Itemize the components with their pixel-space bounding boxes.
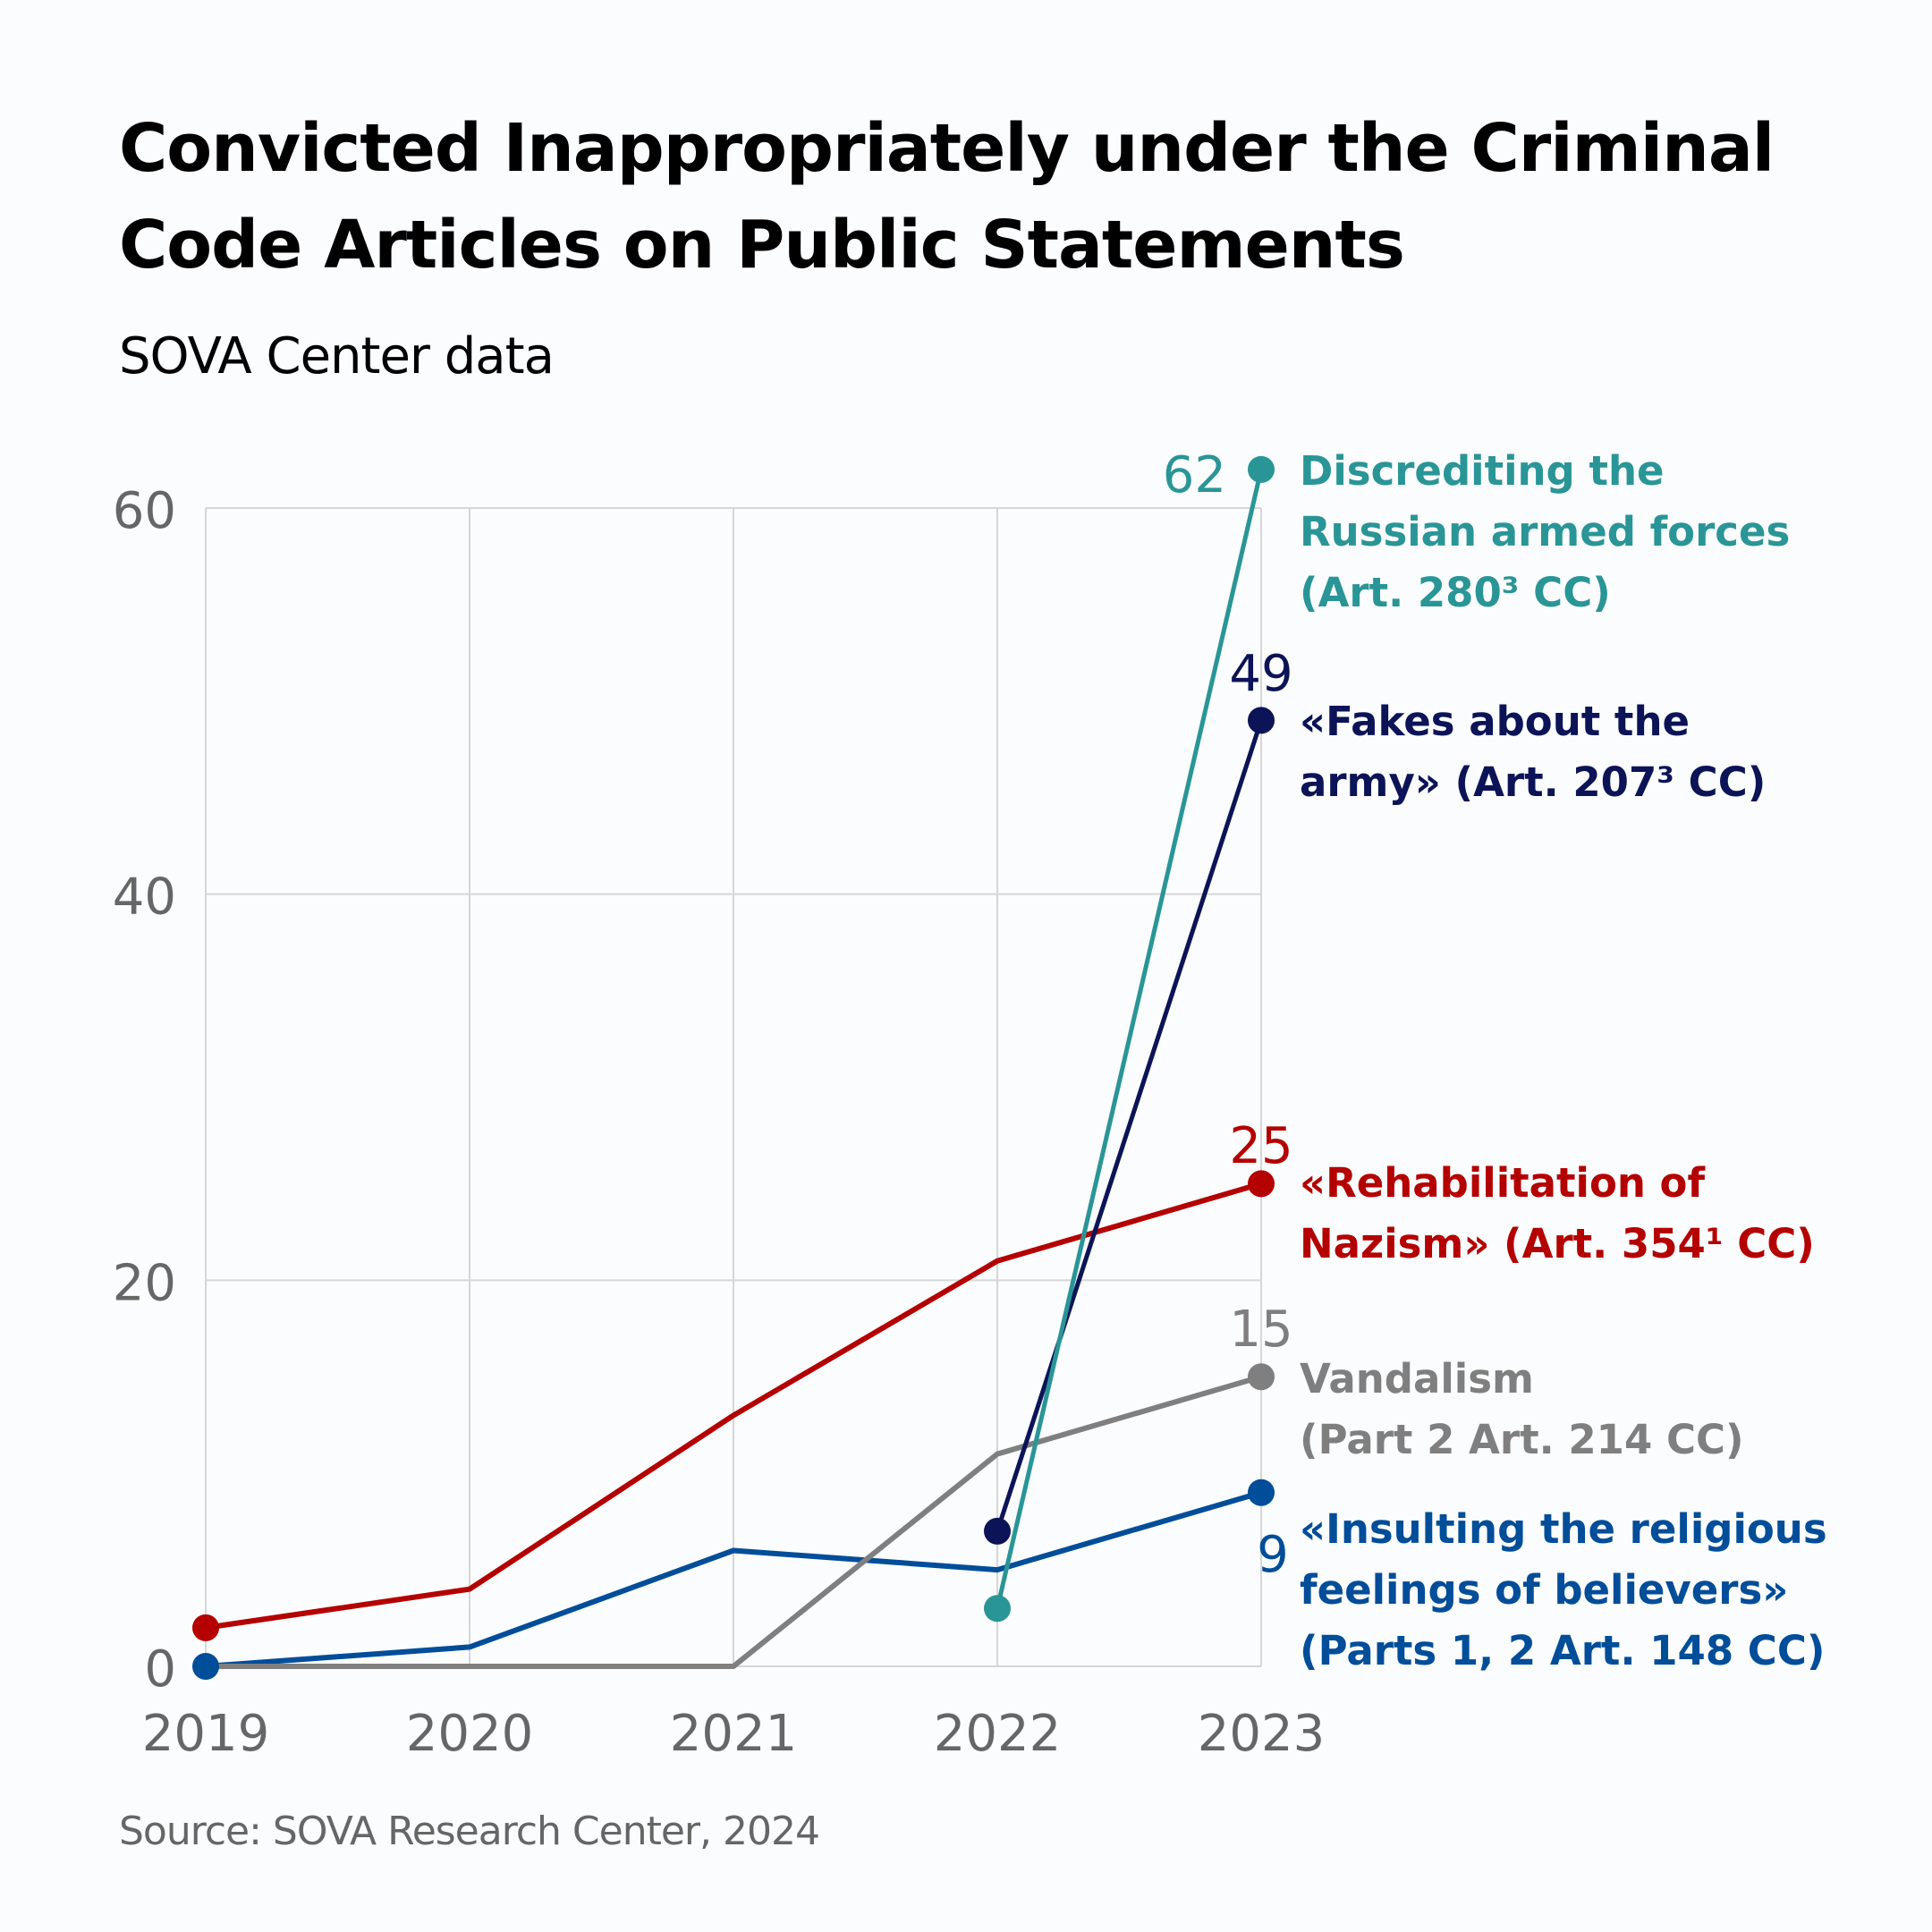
series-label-line: Discrediting the <box>1300 447 1665 495</box>
series-label-line: «Fakes about the <box>1300 698 1690 745</box>
series-label-line: (Part 2 Art. 214 CC) <box>1300 1416 1744 1463</box>
value-label-fakes: 49 <box>1229 645 1292 703</box>
marker-vandal-2023 <box>1248 1363 1275 1391</box>
chart-subtitle: SOVA Center data <box>119 327 555 386</box>
y-tick-label-40: 40 <box>113 869 176 927</box>
x-tick-label-2019: 2019 <box>142 1705 270 1763</box>
marker-insult-2023 <box>1248 1479 1275 1506</box>
series-label-line: (Art. 280³ CC) <box>1300 569 1611 616</box>
series-lines <box>203 467 1264 1669</box>
series-label-line: «Insulting the religious <box>1300 1505 1827 1553</box>
series-label-line: army» (Art. 207³ CC) <box>1300 758 1766 806</box>
marker-discredit-2022 <box>984 1595 1011 1623</box>
x-axis-ticks: 2019 2020 2021 2022 2023 <box>142 1705 1326 1763</box>
series-label-line: feelings of believers» <box>1300 1566 1788 1614</box>
x-tick-label-2023: 2023 <box>1198 1705 1326 1763</box>
chart-title: Convicted Inappropriately under the Crim… <box>119 100 1775 293</box>
value-label-discredit: 62 <box>1163 446 1226 504</box>
x-tick-label-2022: 2022 <box>934 1705 1062 1763</box>
x-tick-label-2021: 2021 <box>670 1705 798 1763</box>
series-label-vandal: Vandalism (Part 2 Art. 214 CC) <box>1300 1355 1744 1463</box>
chart-title-line-1: Convicted Inappropriately under the Crim… <box>119 110 1775 187</box>
y-tick-label-60: 60 <box>113 482 176 540</box>
series-markers <box>192 455 1275 1680</box>
series-label-line: Vandalism <box>1300 1355 1534 1402</box>
line-fakes <box>995 717 1264 1534</box>
series-label-discredit: Discrediting the Russian armed forces (Art… <box>1300 447 1790 616</box>
source-note: Source: SOVA Research Center, 2024 <box>119 1809 820 1854</box>
value-label-rehab: 25 <box>1229 1117 1292 1175</box>
series-label-line: Nazism» (Art. 354¹ CC) <box>1300 1220 1815 1267</box>
series-label-line: (Parts 1, 2 Art. 148 CC) <box>1300 1627 1825 1674</box>
line-insult <box>203 1489 1264 1669</box>
series-labels: 25«Rehabilitation of Nazism» (Art. 354¹ C… <box>1163 446 1827 1674</box>
line-vandal <box>203 1374 1264 1669</box>
marker-rehab-2019 <box>192 1614 219 1641</box>
x-tick-label-2020: 2020 <box>406 1705 534 1763</box>
marker-fakes-2023 <box>1248 707 1275 734</box>
marker-fakes-2022 <box>984 1517 1011 1545</box>
marker-discredit-2023 <box>1248 455 1275 483</box>
series-label-line: Russian armed forces <box>1300 508 1790 555</box>
marker-rehab-2023 <box>1248 1170 1275 1198</box>
y-tick-label-0: 0 <box>144 1640 176 1699</box>
series-label-rehab: «Rehabilitation of Nazism» (Art. 354¹ CC) <box>1300 1159 1815 1267</box>
series-label-fakes: «Fakes about the army» (Art. 207³ CC) <box>1300 698 1766 806</box>
value-label-vandal: 15 <box>1229 1301 1292 1359</box>
grid <box>205 507 1262 1667</box>
y-axis-ticks: 0 20 40 60 <box>113 482 176 1699</box>
series-label-insult: «Insulting the religious feelings of beli… <box>1300 1505 1827 1674</box>
marker-insult-2019 <box>192 1653 219 1680</box>
chart-title-line-2: Code Articles on Public Statements <box>119 207 1405 284</box>
value-label-insult: 9 <box>1257 1526 1289 1584</box>
line-discredit <box>995 467 1264 1611</box>
y-tick-label-20: 20 <box>113 1254 176 1312</box>
series-label-line: «Rehabilitation of <box>1300 1159 1705 1207</box>
